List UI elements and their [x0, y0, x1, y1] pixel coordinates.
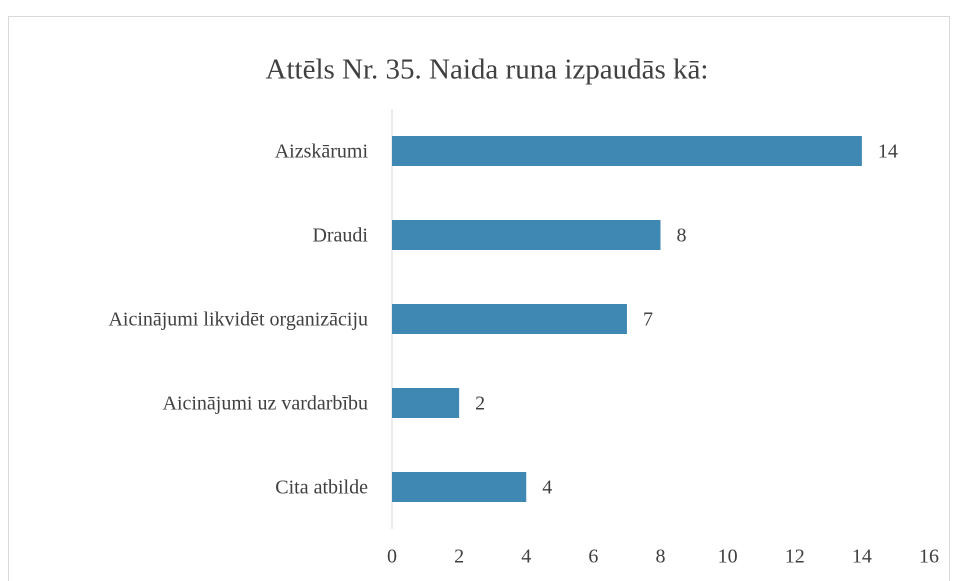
data-label: 4 — [542, 477, 552, 499]
x-tick-label: 0 — [387, 546, 397, 568]
y-tick-label: Draudi — [312, 225, 368, 247]
data-label: 7 — [643, 309, 653, 331]
y-tick-label: Aicinājumi uz vardarbību — [163, 393, 369, 415]
x-tick-label: 12 — [785, 546, 805, 568]
y-tick-label: Aizskārumi — [275, 141, 369, 163]
bar — [392, 388, 460, 418]
chart-border — [8, 16, 950, 581]
x-tick-label: 10 — [718, 546, 738, 568]
bar — [392, 136, 862, 166]
data-label: 14 — [878, 141, 898, 163]
x-tick-label: 16 — [919, 546, 939, 568]
x-tick-label: 8 — [656, 546, 666, 568]
x-tick-label: 2 — [454, 546, 464, 568]
bar — [392, 472, 527, 502]
bar — [392, 220, 661, 250]
data-label: 8 — [677, 225, 687, 247]
data-label: 2 — [475, 393, 485, 415]
y-tick-label: Aicinājumi likvidēt organizāciju — [108, 309, 368, 331]
x-tick-label: 4 — [521, 546, 531, 568]
x-tick-label: 6 — [588, 546, 598, 568]
chart-title: Attēls Nr. 35. Naida runa izpaudās kā: — [266, 54, 709, 86]
y-tick-label: Cita atbilde — [275, 477, 368, 499]
x-tick-label: 14 — [852, 546, 872, 568]
bar — [392, 304, 627, 334]
